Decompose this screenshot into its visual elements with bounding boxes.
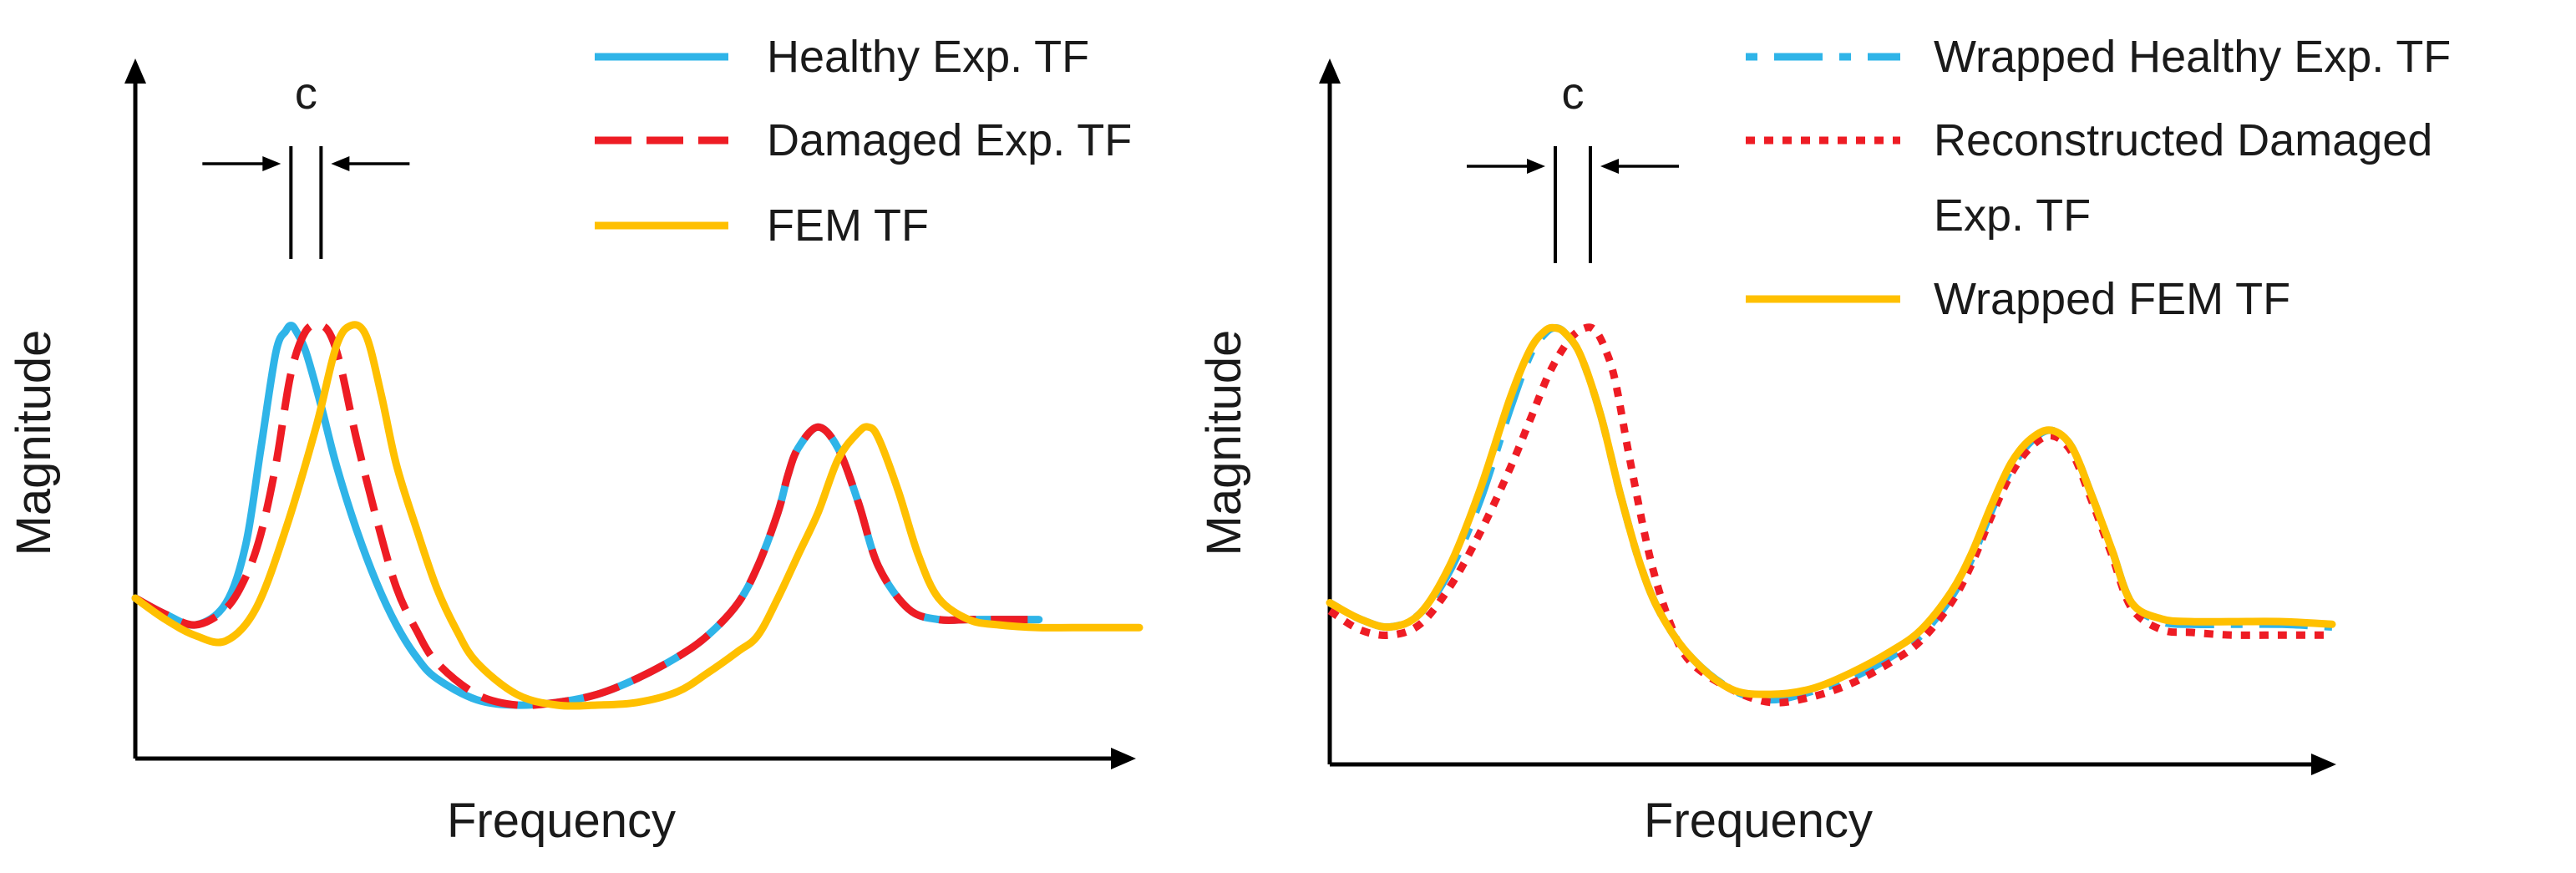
shift-marker-left-arrowhead <box>1527 159 1545 174</box>
shift-marker-right-arrowhead <box>331 156 350 171</box>
legend-label-2: Reconstructed Damaged Exp. TF <box>1934 115 2432 241</box>
legend: Healthy Exp. TF Damaged Exp. TF FEM TF <box>595 32 1132 251</box>
shift-marker: c <box>202 69 410 259</box>
legend-label-3: FEM TF <box>767 200 929 251</box>
y-axis-arrowhead <box>124 58 146 84</box>
shift-marker-right-arrowhead <box>1600 159 1619 174</box>
legend: Wrapped Healthy Exp. TF Reconstructed Dam… <box>1746 32 2451 324</box>
chart-panel-2: Frequency Magnitude c Wrapped Healthy Exp. … <box>1197 32 2451 848</box>
series-line-reconstructed-damaged-exp-tf <box>1327 323 2332 707</box>
x-axis-title: Frequency <box>1644 794 1873 848</box>
axes <box>1319 58 2336 775</box>
shift-marker-label: c <box>1562 69 1585 119</box>
x-axis-arrowhead <box>2311 754 2336 775</box>
chart-panel-1: Frequency Magnitude c Healthy Exp. TF Damage… <box>7 32 1143 848</box>
series-line-fem-tf <box>131 321 1143 710</box>
series-line-wrapped-fem-tf <box>1326 323 2336 698</box>
legend-label-2: Damaged Exp. TF <box>767 115 1132 165</box>
series-line-damaged-exp-tf <box>133 321 1039 709</box>
shift-marker-left-arrowhead <box>262 156 281 171</box>
legend-label-1: Healthy Exp. TF <box>767 32 1089 82</box>
shift-marker: c <box>1467 69 1679 263</box>
legend-label-1: Wrapped Healthy Exp. TF <box>1934 32 2451 82</box>
y-axis-title: Magnitude <box>7 330 61 556</box>
legend-label-3: Wrapped FEM TF <box>1934 274 2290 324</box>
series-line-wrapped-healthy-exp-tf <box>1327 324 2333 704</box>
shift-marker-label: c <box>295 69 317 119</box>
y-axis-arrowhead <box>1319 58 1341 84</box>
axes <box>124 58 1136 769</box>
x-axis-title: Frequency <box>447 794 676 848</box>
y-axis-title: Magnitude <box>1197 330 1251 556</box>
x-axis-arrowhead <box>1111 748 1136 769</box>
